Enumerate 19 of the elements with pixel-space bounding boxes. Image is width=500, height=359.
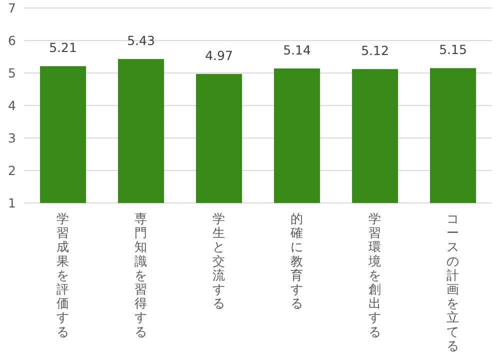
data-label: 5.12 xyxy=(361,43,389,58)
data-label: 4.97 xyxy=(205,48,233,63)
data-label: 5.15 xyxy=(439,42,467,58)
x-tick-label: 的確に教育する xyxy=(290,211,304,311)
category-label: 学習成果を評価する xyxy=(56,211,70,339)
data-label: 5.43 xyxy=(127,33,155,48)
y-tick-label: 6 xyxy=(8,33,16,48)
category-label: 学習環境を創出する xyxy=(368,211,382,339)
y-tick-label: 1 xyxy=(8,196,16,210)
x-tick-label: 学生と交流する xyxy=(212,211,226,311)
y-tick-label: 3 xyxy=(8,130,16,146)
y-tick-label: 7 xyxy=(8,0,16,16)
y-tick-label: 2 xyxy=(8,163,16,178)
y-tick-label: 4 xyxy=(8,98,16,113)
category-label: 専門知識を習得する xyxy=(134,211,148,339)
y-tick-label: 5 xyxy=(8,66,16,80)
data-label: 5.21 xyxy=(49,40,77,56)
data-label: 5.14 xyxy=(283,42,311,58)
category-label: コースの計画を立てる xyxy=(446,211,460,353)
